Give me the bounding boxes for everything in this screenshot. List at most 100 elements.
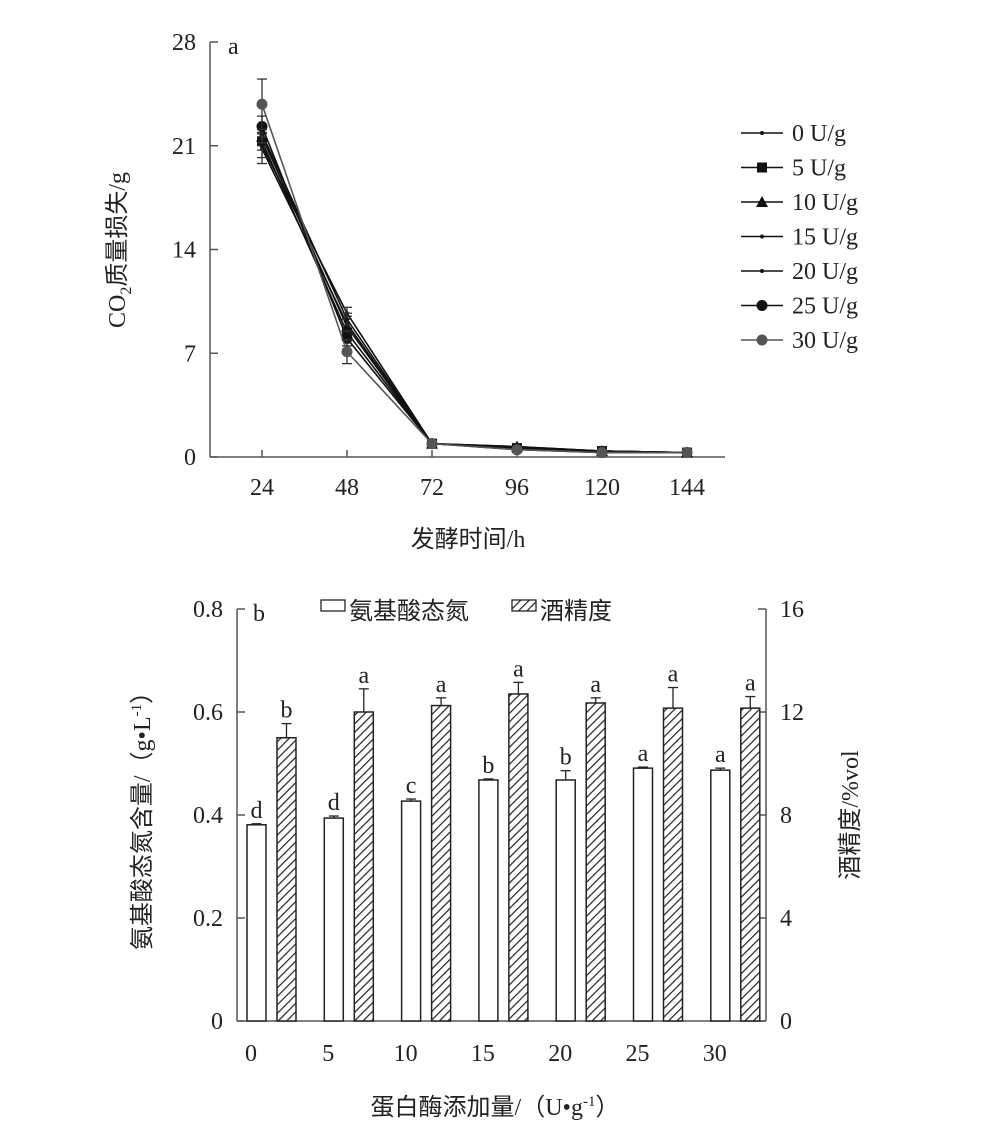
y-axis-title: CO2质量损失/g (104, 172, 135, 328)
legend-item: 5 U/g (741, 156, 846, 182)
bar-alcohol (353, 711, 375, 1022)
marker-circle (596, 447, 608, 459)
y-tick-label: 0.4 (193, 803, 223, 829)
x-tick-label: 20 (548, 1041, 572, 1067)
marker-circle (681, 447, 693, 459)
y-axis-title-rest: 质量损失/g (104, 172, 131, 287)
x-tick-label: 120 (584, 475, 620, 501)
y-axis-title-sub: 2 (118, 287, 135, 295)
legend-label: 氨基酸态氮 (349, 598, 469, 625)
marker-circle (756, 300, 768, 311)
significance-letter: a (638, 741, 649, 767)
significance-letter: d (251, 798, 263, 824)
y-tick-label: 28 (172, 30, 196, 56)
legend-label: 0 U/g (792, 121, 846, 147)
bar-alcohol (585, 702, 606, 1022)
bar-alcohol (430, 704, 452, 1022)
x-axis-title: 蛋白酶添加量/（U•g-1） (371, 1094, 620, 1121)
y-tick-label: 0 (211, 1009, 223, 1035)
series-30-U-g (256, 78, 693, 459)
significance-letter: a (715, 742, 726, 768)
y-tick-label: 0.2 (193, 906, 223, 932)
series-line (261, 145, 688, 454)
bar-alcohol (740, 707, 761, 1022)
y-tick-label: 0.6 (193, 700, 223, 726)
y-axis-title-main: CO (105, 295, 131, 328)
y2-tick-label: 8 (780, 803, 792, 829)
bar-alcohol (276, 737, 297, 1022)
marker-circle (426, 438, 438, 450)
x-tick-label: 10 (394, 1041, 418, 1067)
significance-letter: a (745, 671, 756, 697)
series-20-U-g (257, 124, 689, 455)
chart-a: 0 7 14 21 28 24 48 72 96 120 144 发酵时间/h CO2质量损失/g a 0 … (104, 30, 858, 553)
y-axis-title-main: 氨基酸态氮含量/（g•L (129, 716, 156, 950)
marker-circle (511, 444, 523, 456)
series-25-U-g (256, 115, 693, 459)
bar-alcohol (662, 707, 684, 1022)
y-axis-title-end: ） (130, 680, 156, 704)
significance-letter: c (406, 773, 417, 799)
series-line (261, 103, 687, 454)
bar-amino-nitrogen (246, 824, 267, 1022)
chart-b: 0 0.2 0.4 0.6 0.8 0 4 8 12 16 0 d b 5 d a 10 c a 15 b a 20 b a 25… (129, 597, 864, 1121)
legend-item: 20 U/g (741, 259, 858, 285)
series-line (261, 136, 688, 454)
legend-swatch-hatched (511, 599, 537, 612)
legend-item: 10 U/g (741, 190, 858, 216)
series-line (261, 133, 688, 454)
legend-swatch-white (320, 599, 346, 612)
x-tick-label: 24 (250, 475, 274, 501)
x-axis-title-sup: -1 (583, 1094, 596, 1110)
y2-tick-label: 4 (780, 906, 792, 932)
significance-letter: a (358, 663, 369, 689)
marker-circle (256, 98, 268, 110)
legend-item: 25 U/g (741, 294, 858, 320)
bar-amino-nitrogen (555, 779, 576, 1022)
significance-letter: b (281, 698, 293, 724)
marker-dot (760, 234, 764, 239)
x-tick-label: 96 (505, 475, 529, 501)
marker-square (757, 162, 767, 173)
x-tick-label: 0 (245, 1041, 257, 1067)
significance-letter: b (560, 745, 572, 771)
legend-label: 25 U/g (792, 294, 858, 320)
marker-dot (345, 317, 349, 322)
marker-circle (756, 334, 768, 346)
panel-label: a (228, 34, 239, 60)
series-line (261, 140, 688, 454)
significance-letter: b (482, 753, 494, 779)
legend-label: 15 U/g (792, 225, 858, 251)
legend-item: 0 U/g (741, 121, 846, 147)
series-5-U-g (257, 131, 692, 458)
marker-dot (760, 131, 764, 135)
y2-tick-label: 16 (780, 597, 804, 623)
x-tick-label: 48 (335, 475, 359, 501)
x-axis-title-end: ） (595, 1095, 619, 1121)
significance-letter: a (668, 662, 679, 688)
marker-circle (341, 346, 353, 358)
bar-amino-nitrogen (710, 769, 731, 1022)
legend-label: 30 U/g (792, 328, 858, 354)
x-tick-label: 30 (703, 1041, 727, 1067)
legend-item: 15 U/g (741, 225, 858, 251)
series-10-U-g (256, 127, 693, 458)
x-tick-label: 25 (626, 1041, 650, 1067)
significance-letter: a (513, 656, 524, 682)
y-tick-label: 14 (172, 238, 196, 264)
bar-amino-nitrogen (323, 817, 345, 1022)
x-tick-label: 72 (420, 475, 444, 501)
legend-label: 酒精度 (540, 598, 612, 625)
y-axis-title-sup: -1 (129, 704, 145, 717)
y-tick-label: 0 (184, 445, 196, 471)
legend-label: 5 U/g (792, 156, 846, 182)
y2-axis-title: 酒精度/%vol (837, 750, 864, 880)
x-tick-label: 15 (471, 1041, 495, 1067)
marker-dot (260, 143, 264, 148)
bar-alcohol (508, 693, 529, 1022)
panel-label: b (253, 601, 265, 627)
series-15-U-g (257, 133, 689, 455)
marker-dot (760, 269, 764, 273)
series-0-U-g (257, 133, 689, 455)
x-axis-title: 发酵时间/h (411, 526, 526, 553)
